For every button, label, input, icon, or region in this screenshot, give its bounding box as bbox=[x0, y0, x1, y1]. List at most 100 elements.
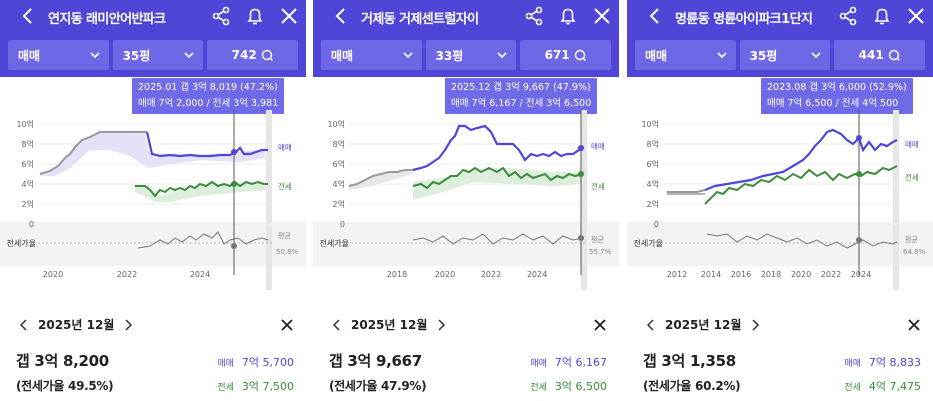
x-tick: 2014 bbox=[701, 270, 721, 279]
y-tick: 8억 bbox=[647, 139, 659, 149]
close-icon[interactable] bbox=[593, 318, 607, 332]
scroll-handle[interactable] bbox=[581, 110, 587, 290]
close-icon[interactable] bbox=[907, 318, 921, 332]
type-select[interactable]: 매매 bbox=[635, 40, 736, 70]
price-chart[interactable]: 10억 8억 6억 4억 2억 0 전세가율 매매 전세 평균 50.8% 20… bbox=[0, 110, 306, 290]
jeonse-key: 전세 bbox=[844, 383, 861, 393]
listing-count: 441 bbox=[858, 48, 884, 62]
legend-avg-val: 64.8% bbox=[903, 248, 926, 256]
listing-count: 671 bbox=[544, 48, 570, 62]
history-area bbox=[349, 168, 413, 190]
legend-avg-val: 55.7% bbox=[589, 248, 612, 256]
y-tick: 10억 bbox=[641, 119, 659, 129]
next-icon[interactable] bbox=[122, 318, 134, 332]
panel-2: 명륜동 명륜아이파크1단지 매매 35평 441 2023.08 갭 3억 6,… bbox=[627, 0, 933, 401]
chevron-down-icon bbox=[184, 52, 194, 59]
date-navigator: 2025년 12월 bbox=[331, 316, 447, 333]
chevron-down-icon bbox=[811, 52, 821, 59]
y-tick: 2억 bbox=[333, 199, 345, 209]
y-tick: 4억 bbox=[647, 179, 659, 189]
size-select[interactable]: 35평 bbox=[112, 40, 204, 70]
y-tick: 2억 bbox=[647, 199, 659, 209]
type-select[interactable]: 매매 bbox=[321, 40, 422, 70]
detail-panel: 2025년 12월 갭 3억 8,200 (전세가율 49.5%) 매매 7억 5… bbox=[0, 316, 306, 401]
prev-icon[interactable] bbox=[331, 318, 343, 332]
tooltip-line1: 2023.08 갭 3억 6,000 (52.9%) bbox=[767, 82, 907, 93]
y-tick: 8억 bbox=[333, 139, 345, 149]
tooltip-line2: 매매 7억 2,000 / 전세 3억 3,981 bbox=[138, 98, 279, 109]
cursor-dot-sale bbox=[231, 149, 237, 155]
cursor-dot-sale bbox=[856, 135, 862, 141]
cursor-dot-jeonse bbox=[231, 181, 237, 187]
legend-avg: 평균 bbox=[278, 231, 291, 240]
legend-jeonse: 전세 bbox=[905, 172, 919, 182]
bell-icon[interactable] bbox=[557, 5, 579, 27]
legend-avg: 평균 bbox=[591, 235, 604, 244]
app-header: 연지동 래미안어반파크 bbox=[0, 0, 306, 33]
x-tick: 2024 bbox=[190, 270, 210, 279]
close-icon[interactable] bbox=[591, 5, 613, 27]
back-icon[interactable] bbox=[331, 6, 351, 26]
listing-count-button[interactable]: 441 bbox=[834, 40, 926, 70]
bell-icon[interactable] bbox=[871, 5, 893, 27]
cursor-dot-ratio bbox=[856, 237, 862, 243]
sale-line bbox=[412, 124, 584, 172]
legend-avg: 평균 bbox=[905, 235, 918, 244]
legend-sale: 매매 bbox=[278, 143, 292, 152]
chart-tooltip: 2023.08 갭 3억 6,000 (52.9%) 매매 7억 6,500 /… bbox=[761, 78, 913, 114]
y-tick: 4억 bbox=[22, 179, 34, 189]
jeonse-line bbox=[704, 165, 898, 205]
app-header: 거제동 거제센트럴자이 bbox=[313, 0, 619, 33]
page-title: 명륜동 명륜아이파크1단지 bbox=[675, 12, 813, 27]
chart-tooltip: 2025.01 갭 3억 8,019 (47.2%) 매매 7억 2,000 /… bbox=[132, 78, 285, 114]
tooltip-line2: 매매 7억 6,167 / 전세 3억 6,500 bbox=[451, 98, 592, 109]
close-icon[interactable] bbox=[905, 5, 927, 27]
next-icon[interactable] bbox=[749, 318, 761, 332]
chevron-down-icon bbox=[403, 52, 413, 59]
gap-value: 갭 3억 8,200 bbox=[16, 352, 109, 370]
legend-sale: 매매 bbox=[591, 142, 605, 151]
y-tick: 0 bbox=[654, 220, 659, 229]
cursor-dot-sale bbox=[578, 145, 584, 151]
price-chart[interactable]: 10억 8억 6억 4억 2억 0 전세가율 매매 전세 평균 64.8% 20… bbox=[627, 110, 933, 290]
listing-count-button[interactable]: 742 bbox=[207, 40, 299, 70]
ratio-axis-label: 전세가율 bbox=[634, 238, 663, 248]
chevron-down-icon bbox=[497, 52, 507, 59]
tooltip-line1: 2025.01 갭 3억 8,019 (47.2%) bbox=[138, 82, 278, 93]
jeonse-area bbox=[135, 182, 265, 202]
x-tick: 2012 bbox=[667, 270, 687, 279]
back-icon[interactable] bbox=[645, 6, 665, 26]
size-select[interactable]: 33평 bbox=[425, 40, 517, 70]
scroll-handle[interactable] bbox=[266, 110, 272, 290]
close-icon[interactable] bbox=[280, 318, 294, 332]
jeonse-line bbox=[135, 180, 268, 198]
next-icon[interactable] bbox=[435, 318, 447, 332]
close-icon[interactable] bbox=[278, 5, 300, 27]
y-tick: 2억 bbox=[22, 199, 34, 209]
sale-line-history bbox=[39, 131, 147, 175]
detail-panel: 2025년 12월 갭 3억 9,667 (전세가율 47.9%) 매매 7억 6… bbox=[313, 316, 619, 401]
sale-area bbox=[40, 133, 265, 176]
back-icon[interactable] bbox=[18, 6, 38, 26]
y-tick: 6억 bbox=[647, 159, 659, 169]
x-tick: 2022 bbox=[117, 270, 137, 279]
search-icon bbox=[574, 49, 586, 61]
gap-value: 갭 3억 1,358 bbox=[643, 352, 736, 370]
share-icon[interactable] bbox=[523, 5, 545, 27]
legend-jeonse: 전세 bbox=[278, 181, 292, 191]
share-icon[interactable] bbox=[837, 5, 859, 27]
scroll-handle[interactable] bbox=[893, 110, 899, 290]
tooltip-line1: 2025.12 갭 3억 9,667 (47.9%) bbox=[451, 82, 591, 93]
share-icon[interactable] bbox=[210, 5, 232, 27]
type-select[interactable]: 매매 bbox=[8, 40, 109, 70]
prev-icon[interactable] bbox=[18, 318, 30, 332]
size-label: 35평 bbox=[749, 48, 778, 63]
page-title: 거제동 거제센트럴자이 bbox=[361, 12, 479, 27]
listing-count-button[interactable]: 671 bbox=[520, 40, 612, 70]
prev-icon[interactable] bbox=[645, 318, 657, 332]
ratio-line bbox=[706, 233, 898, 249]
price-chart[interactable]: 10억 8억 6억 4억 2억 0 전세가율 매매 전세 평균 55.7% 20… bbox=[313, 110, 619, 290]
size-select[interactable]: 35평 bbox=[739, 40, 831, 70]
date-navigator: 2025년 12월 bbox=[645, 316, 761, 333]
bell-icon[interactable] bbox=[244, 5, 266, 27]
